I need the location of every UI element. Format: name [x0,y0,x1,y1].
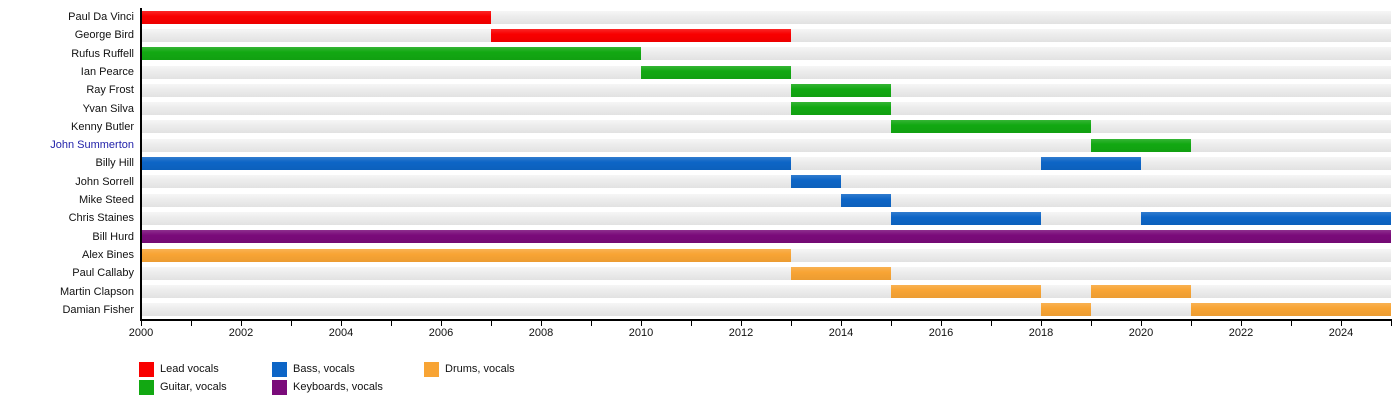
x-axis-tick [391,320,392,327]
row-band [142,285,1391,299]
x-axis-tick [591,320,592,327]
member-label: Alex Bines [82,248,134,261]
row-band [142,102,1391,116]
row-band [142,193,1391,207]
tenure-bar-bass [141,157,791,171]
tenure-bar-bass [841,193,891,207]
tenure-bar-lead [491,28,791,42]
member-label-link[interactable]: John Summerton [50,139,134,152]
member-label: Damian Fisher [62,303,134,316]
tenure-bar-drums [141,248,791,262]
tenure-bar-guitar [791,102,891,116]
tenure-bar-guitar [891,120,1091,134]
x-axis-label: 2014 [828,327,854,340]
x-axis-tick [1191,320,1192,327]
legend-swatch-guitar [139,379,154,395]
tenure-bar-bass [1141,211,1391,225]
legend-label: Guitar, vocals [160,380,227,393]
x-axis-tick [1391,320,1392,327]
row-band [142,266,1391,280]
tenure-bar-drums [1041,303,1091,317]
member-label: Mike Steed [78,194,134,206]
tenure-bar-bass [1041,157,1141,171]
row-band [142,83,1391,97]
legend-label: Keyboards, vocals [293,380,383,393]
x-axis-label: 2012 [728,327,754,340]
x-axis-tick [1241,320,1242,327]
tenure-bar-drums [791,266,891,280]
legend-swatch-lead [139,362,154,377]
x-axis-tick [241,320,242,327]
member-label: Paul Da Vinci [68,11,134,23]
x-axis-tick [691,320,692,327]
legend-label: Drums, vocals [445,363,515,375]
x-axis-label: 2020 [1128,327,1154,340]
tenure-bar-lead [141,10,491,24]
member-label: Bill Hurd [92,230,134,243]
tenure-bar-drums [891,285,1041,299]
tenure-bar-guitar [791,83,891,97]
tenure-bar-guitar [141,47,641,61]
y-axis-line [140,8,142,320]
tenure-bar-drums [1091,285,1191,299]
x-axis-label: 2004 [328,327,354,340]
member-label: Martin Clapson [60,285,134,298]
x-axis-tick [641,320,642,327]
x-axis-tick [1341,320,1342,327]
x-axis-tick [841,320,842,327]
row-band [142,120,1391,134]
x-axis-tick [891,320,892,327]
member-label: Ray Frost [86,84,134,97]
x-axis-tick [191,320,192,327]
x-axis-label: 2008 [528,327,554,340]
x-axis-tick [141,320,142,327]
x-axis-tick [1041,320,1042,327]
x-axis-tick [341,320,342,327]
x-axis-label: 2010 [628,327,654,340]
x-axis-label: 2016 [928,327,954,340]
x-axis-tick [991,320,992,327]
x-axis-tick [441,320,442,327]
x-axis-tick [1091,320,1092,327]
x-axis-label: 2006 [428,327,454,340]
row-band [142,138,1391,152]
x-axis-label: 2024 [1328,327,1354,340]
x-axis-line [140,319,1392,321]
legend-label: Bass, vocals [293,363,355,375]
x-axis-label: 2000 [128,327,154,340]
legend-swatch-drums [424,362,439,377]
member-label: Rufus Ruffell [71,47,134,60]
row-band [142,211,1391,225]
x-axis-tick [791,320,792,327]
x-axis-label: 2022 [1228,327,1254,340]
tenure-bar-guitar [641,65,791,79]
member-label: Yvan Silva [82,102,134,115]
tenure-bar-keyboards [141,230,1391,244]
member-label: John Sorrell [75,175,134,188]
x-axis-tick [741,320,742,327]
x-axis-label: 2018 [1028,327,1054,340]
x-axis-tick [491,320,492,327]
tenure-bar-bass [791,175,841,189]
legend-swatch-keyboards [272,379,287,395]
tenure-bar-bass [891,211,1041,225]
x-axis-tick [941,320,942,327]
tenure-bar-guitar [1091,138,1191,152]
legend-swatch-bass [272,362,287,377]
x-axis-tick [291,320,292,327]
member-label: Ian Pearce [80,65,134,78]
x-axis-tick [1141,320,1142,327]
legend-label: Lead vocals [160,363,219,375]
member-label: Billy Hill [95,157,135,170]
member-label: Paul Callaby [72,267,134,280]
tenure-bar-drums [1191,303,1391,317]
x-axis-tick [541,320,542,327]
member-label: Kenny Butler [71,120,134,133]
member-label: Chris Staines [68,212,134,225]
x-axis-label: 2002 [228,327,254,340]
row-band [142,175,1391,189]
x-axis-tick [1291,320,1292,327]
member-label: George Bird [74,29,134,42]
